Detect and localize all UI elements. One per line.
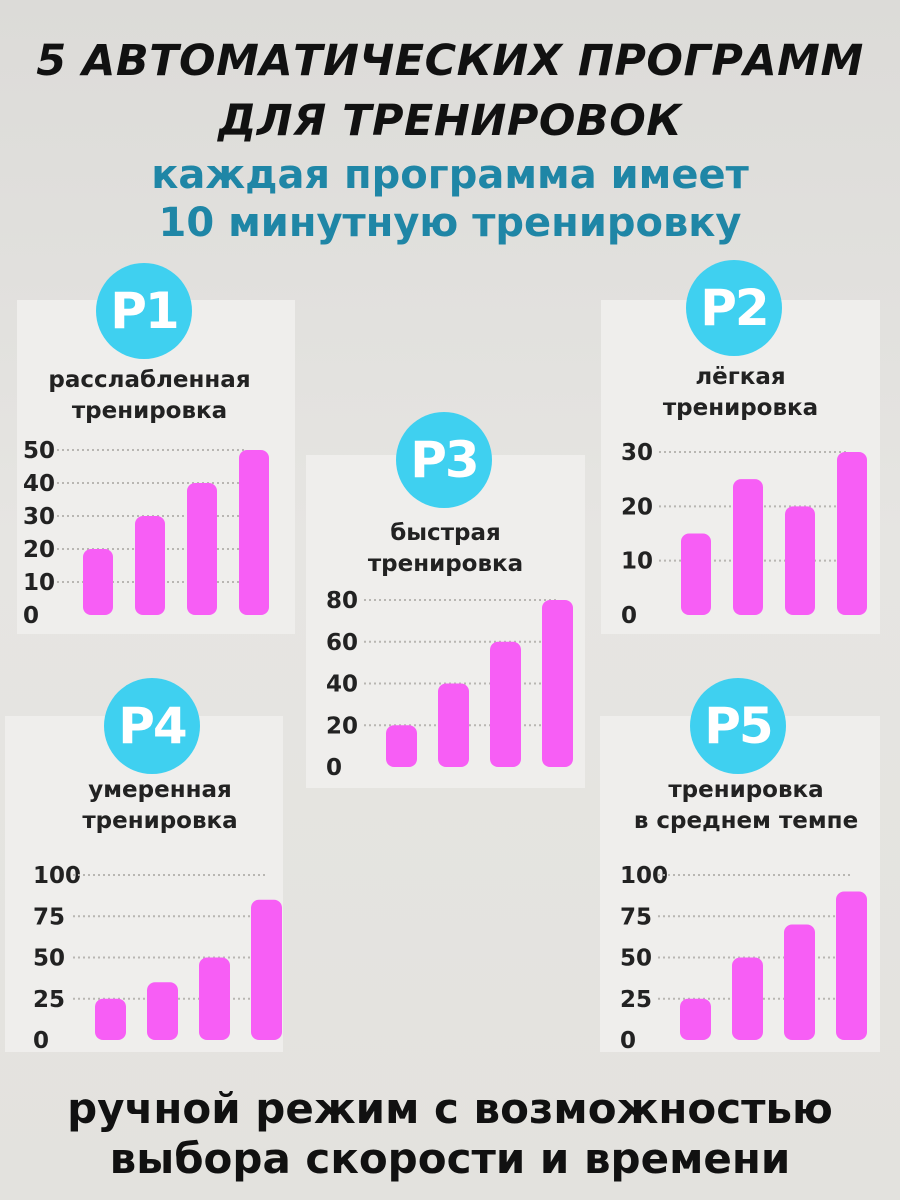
program-title-p4-line1: умеренная xyxy=(88,777,232,803)
bar-chart-p1: 50 40 30 20 10 0 xyxy=(23,438,269,629)
bar-chart-p2: 30 20 10 0 xyxy=(621,440,867,629)
y-tick-label: 50 xyxy=(23,438,55,464)
program-title-p1: расслабленная тренировка xyxy=(17,365,282,427)
y-tick-label: 80 xyxy=(326,588,358,614)
bar xyxy=(199,957,230,1040)
bar xyxy=(784,924,815,1040)
program-title-p5-line2: в среднем темпе xyxy=(633,808,859,834)
program-title-p3: быстрая тренировка xyxy=(306,518,585,580)
program-title-p2-line2: тренировка xyxy=(662,395,819,421)
page-title-line1: 5 АВТОМАТИЧЕСКИХ ПРОГРАММ xyxy=(36,36,864,86)
bar-chart-p3: 80 60 40 20 0 xyxy=(326,588,573,781)
y-tick-label: 0 xyxy=(33,1028,49,1054)
bar xyxy=(732,957,763,1040)
y-tick-label: 20 xyxy=(23,537,55,563)
footer-line2: выбора скорости и времени xyxy=(109,1134,791,1183)
y-tick-label: 20 xyxy=(326,713,358,739)
program-badge-p2: P2 xyxy=(686,260,782,356)
subtitle-line1: каждая программа имеет xyxy=(151,152,749,198)
program-title-p2: лёгкая тренировка xyxy=(601,362,880,424)
bar xyxy=(187,483,217,615)
program-title-p4-line2: тренировка xyxy=(82,808,238,834)
program-title-p3-line1: быстрая xyxy=(390,520,501,546)
program-badge-p1: P1 xyxy=(96,263,192,359)
y-tick-label: 60 xyxy=(326,630,358,656)
y-tick-label: 25 xyxy=(620,987,652,1013)
bar xyxy=(837,452,867,615)
y-tick-label: 75 xyxy=(33,904,65,930)
program-title-p1-line1: расслабленная xyxy=(48,367,251,393)
bar xyxy=(490,641,521,767)
y-tick-label: 40 xyxy=(326,672,358,698)
subtitle-line2: 10 минутную тренировку xyxy=(158,200,742,246)
program-badge-p3: P3 xyxy=(396,412,492,508)
y-tick-label: 20 xyxy=(621,494,653,520)
y-tick-label: 0 xyxy=(23,603,39,629)
bar xyxy=(147,982,178,1040)
program-title-p1-line2: тренировка xyxy=(71,398,228,424)
program-title-p3-line2: тренировка xyxy=(367,551,524,577)
footer-line1: ручной режим с возможностью xyxy=(67,1084,833,1133)
bar xyxy=(680,998,711,1040)
program-title-p5-line1: тренировка xyxy=(668,777,824,803)
bar xyxy=(251,899,282,1040)
bar xyxy=(733,479,763,615)
y-tick-label: 10 xyxy=(621,549,653,575)
program-badge-p4: P4 xyxy=(104,678,200,774)
program-title-p4: умеренная тренировка xyxy=(5,775,315,837)
bar-chart-p5: 100 75 50 25 0 xyxy=(620,863,867,1054)
bar xyxy=(681,533,711,615)
y-tick-label: 0 xyxy=(620,1028,636,1054)
y-tick-label: 30 xyxy=(23,504,55,530)
bar xyxy=(836,891,867,1040)
bar xyxy=(135,516,165,615)
y-tick-label: 25 xyxy=(33,987,65,1013)
program-badge-p5: P5 xyxy=(690,678,786,774)
y-tick-label: 50 xyxy=(33,946,65,972)
bar xyxy=(239,450,269,615)
bar xyxy=(438,683,469,767)
y-tick-label: 30 xyxy=(621,440,653,466)
program-title-p2-line1: лёгкая xyxy=(695,364,786,390)
bar xyxy=(83,549,113,615)
y-tick-label: 100 xyxy=(620,863,668,889)
y-tick-label: 0 xyxy=(621,603,637,629)
y-tick-label: 10 xyxy=(23,570,55,596)
y-tick-label: 40 xyxy=(23,471,55,497)
program-title-p5: тренировка в среднем темпе xyxy=(600,775,892,837)
y-tick-label: 0 xyxy=(326,755,342,781)
y-tick-label: 50 xyxy=(620,946,652,972)
bar xyxy=(95,998,126,1040)
y-tick-label: 75 xyxy=(620,904,652,930)
page-title-line2: ДЛЯ ТРЕНИРОВОК xyxy=(218,96,682,146)
bar xyxy=(386,725,417,767)
bar xyxy=(785,506,815,615)
bar xyxy=(542,600,573,767)
